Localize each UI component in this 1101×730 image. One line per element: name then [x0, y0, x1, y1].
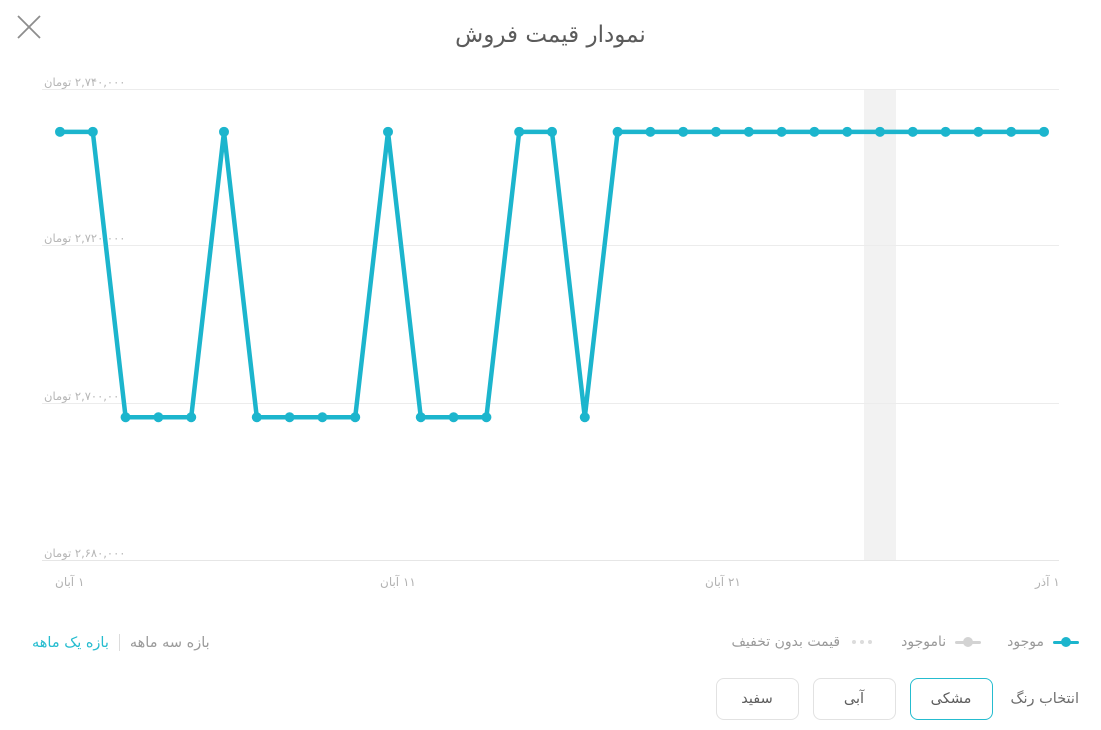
- gridline-2: [42, 245, 1059, 246]
- legend-marker-line-icon: [1053, 636, 1079, 648]
- x-axis-label-4: ۱ آذر: [1035, 575, 1060, 589]
- x-axis-label-2: ۱۱ آبان: [380, 575, 416, 589]
- close-icon-glyph: [17, 15, 41, 39]
- color-option-black[interactable]: مشکی: [909, 678, 993, 720]
- legend-marker-line-icon: [955, 636, 982, 648]
- legend-label-available: موجود: [1007, 634, 1044, 650]
- y-axis-label-3: ۲,۷۰۰,۰۰۰ تومان: [44, 389, 126, 403]
- chart-highlight-band: [863, 89, 897, 561]
- chart-legend-row: موجود ناموجود قیمت بدون تخفیف بازه یک ما…: [0, 634, 1101, 664]
- color-chooser: انتخاب رنگ مشکی آبی سفید: [715, 678, 1080, 720]
- color-option-white[interactable]: سفید: [715, 678, 799, 720]
- legend-marker-dotted-icon: [849, 636, 875, 648]
- legend-label-price-without-discount: قیمت بدون تخفیف: [731, 634, 841, 650]
- y-axis-label-4: ۲,۶۸۰,۰۰۰ تومان: [44, 546, 126, 560]
- range-separator: [118, 634, 120, 651]
- range-selector: بازه یک ماهه بازه سه ماهه: [22, 634, 220, 651]
- gridline-1: [42, 89, 1059, 90]
- gridline-3: [42, 403, 1059, 404]
- legend-item-price-without-discount[interactable]: قیمت بدون تخفیف: [731, 634, 875, 650]
- x-axis-label-3: ۲۱ آبان: [705, 575, 741, 589]
- range-option-three-month[interactable]: بازه سه ماهه: [129, 634, 210, 651]
- legend-item-available[interactable]: موجود: [1007, 634, 1079, 650]
- legend-label-unavailable: ناموجود: [901, 634, 947, 650]
- legend-item-unavailable[interactable]: ناموجود: [901, 634, 982, 650]
- x-axis-label-1: ۱ آبان: [55, 575, 85, 589]
- x-axis-line: [42, 560, 1059, 561]
- close-icon[interactable]: [12, 10, 46, 44]
- color-chooser-label: انتخاب رنگ: [1010, 691, 1080, 707]
- y-axis-label-1: ۲,۷۴۰,۰۰۰ تومان: [44, 75, 126, 89]
- chart-plot-area: ۲,۷۴۰,۰۰۰ تومان ۲,۷۲۰,۰۰۰ تومان ۲,۷۰۰,۰۰…: [0, 70, 1101, 589]
- y-axis-label-2: ۲,۷۲۰,۰۰۰ تومان: [44, 231, 126, 245]
- range-option-one-month[interactable]: بازه یک ماهه: [32, 634, 109, 651]
- color-option-blue[interactable]: آبی: [812, 678, 896, 720]
- page-title: نمودار قیمت فروش: [455, 22, 646, 48]
- chart-line-series: [55, 126, 1049, 423]
- chart-legend: موجود ناموجود قیمت بدون تخفیف: [731, 634, 1079, 650]
